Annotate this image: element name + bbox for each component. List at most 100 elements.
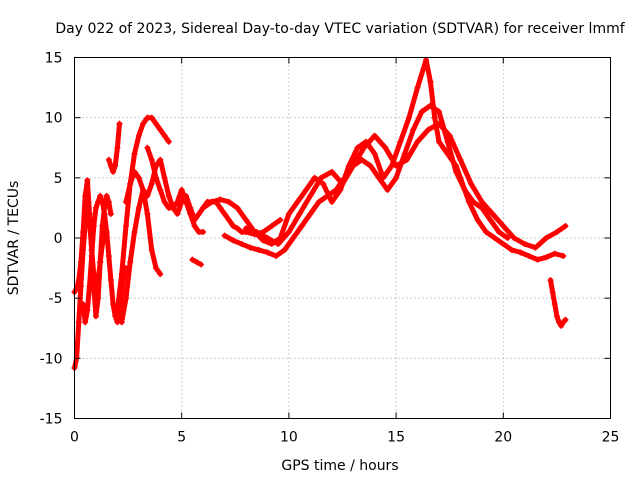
data-point <box>110 301 117 308</box>
data-point <box>384 186 391 193</box>
data-point <box>457 156 464 163</box>
y-tick-label: -10 <box>40 351 63 367</box>
data-point <box>170 204 177 211</box>
data-point <box>253 228 260 235</box>
y-tick-label: 0 <box>54 231 63 247</box>
data-point <box>521 241 528 248</box>
data-point <box>405 114 412 121</box>
data-point <box>110 168 117 175</box>
data-point <box>118 319 125 326</box>
data-point <box>478 198 485 205</box>
data-point <box>243 216 250 223</box>
data-point <box>553 228 560 235</box>
data-point <box>532 244 539 251</box>
x-tick-label: 0 <box>70 430 79 446</box>
data-point <box>127 259 134 266</box>
data-point <box>191 216 198 223</box>
data-point <box>200 204 207 211</box>
data-point <box>140 186 147 193</box>
data-point <box>543 254 550 261</box>
data-point <box>478 204 485 211</box>
data-point <box>543 235 550 241</box>
series-track-6 <box>119 187 163 325</box>
data-point <box>268 222 275 229</box>
data-point <box>107 277 114 284</box>
data-point <box>489 210 496 217</box>
data-point <box>461 186 468 193</box>
data-point <box>397 138 404 145</box>
data-point <box>103 192 110 199</box>
data-point <box>148 180 155 187</box>
data-point <box>161 198 168 205</box>
data-point <box>112 162 119 169</box>
y-tick-label: -5 <box>49 291 63 307</box>
data-point <box>80 301 87 308</box>
data-point <box>553 313 560 320</box>
data-point <box>195 210 202 217</box>
data-point <box>371 150 378 157</box>
data-point <box>116 120 123 127</box>
data-point <box>273 253 280 260</box>
data-point <box>401 150 408 157</box>
data-point <box>560 253 567 260</box>
data-point <box>255 247 262 254</box>
data-point <box>144 144 151 151</box>
data-point <box>114 144 121 151</box>
data-point <box>403 156 410 163</box>
data-point <box>174 210 181 217</box>
data-point <box>221 232 228 239</box>
data-point <box>562 222 569 229</box>
data-point <box>95 295 102 302</box>
data-point <box>178 186 185 193</box>
series-track-12 <box>243 121 568 251</box>
data-point <box>360 144 367 151</box>
y-tick-label: -15 <box>40 412 63 428</box>
x-tick-label: 10 <box>280 430 298 446</box>
data-point <box>491 235 498 241</box>
data-point <box>92 313 99 320</box>
data-point <box>225 216 232 223</box>
data-point <box>92 204 99 211</box>
data-point <box>105 198 112 205</box>
data-point <box>500 222 507 229</box>
data-point <box>435 108 442 115</box>
x-tick-label: 15 <box>387 430 405 446</box>
data-point <box>221 210 228 217</box>
data-point <box>99 198 106 205</box>
data-point <box>285 228 292 235</box>
data-point <box>483 228 490 235</box>
data-point <box>328 198 335 205</box>
data-point <box>82 319 89 326</box>
grid-layer <box>74 57 611 419</box>
data-point <box>496 228 503 235</box>
data-point <box>425 126 432 133</box>
data-point <box>200 228 207 235</box>
data-layer <box>71 56 569 371</box>
data-point <box>152 174 159 181</box>
data-point <box>127 180 134 187</box>
data-point <box>534 256 541 263</box>
data-point <box>290 235 297 241</box>
data-point <box>82 192 89 199</box>
data-point <box>474 216 481 223</box>
data-point <box>431 114 438 121</box>
data-point <box>371 132 378 139</box>
data-point <box>234 225 241 232</box>
data-point <box>238 241 245 248</box>
data-point <box>444 138 451 145</box>
data-point <box>178 198 185 205</box>
data-point <box>122 198 129 205</box>
data-point <box>264 235 271 241</box>
data-point <box>189 256 196 263</box>
data-point <box>487 216 494 223</box>
data-point <box>77 283 84 290</box>
data-point <box>208 198 215 205</box>
data-point <box>84 177 91 184</box>
data-point <box>303 186 310 193</box>
data-point <box>247 244 254 251</box>
data-point <box>320 180 327 187</box>
data-point <box>144 210 151 217</box>
data-point <box>468 180 475 187</box>
data-point <box>549 289 556 296</box>
